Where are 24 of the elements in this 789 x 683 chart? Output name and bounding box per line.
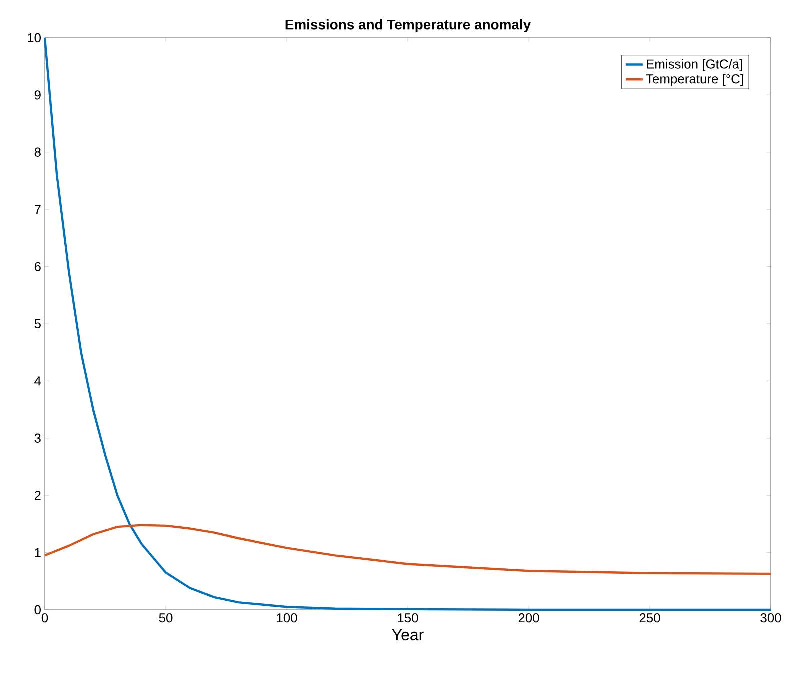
y-tick-label: 8 <box>34 148 41 157</box>
y-tick-label: 3 <box>34 434 41 443</box>
y-tick-label: 6 <box>34 262 41 272</box>
y-tick-label: 2 <box>34 491 41 500</box>
x-tick-label: 300 <box>760 614 782 623</box>
x-tick-label: 50 <box>159 614 173 623</box>
x-tick-label: 250 <box>640 614 660 623</box>
legend-label: Emission [GtC/a] <box>647 59 742 72</box>
x-tick-label: 200 <box>518 614 540 623</box>
line-series <box>44 524 772 576</box>
line-series <box>44 36 772 612</box>
y-tick-label: 5 <box>34 319 41 329</box>
y-tick-label: 9 <box>34 90 41 100</box>
x-axis-title: Year <box>392 630 424 641</box>
x-tick-label: 0 <box>42 614 48 623</box>
y-tick-label: 1 <box>35 548 41 558</box>
chart-title: Emissions and Temperature anomaly <box>286 19 532 32</box>
x-tick-label: 100 <box>277 614 298 623</box>
y-tick-label: 4 <box>34 376 42 386</box>
y-tick-label: 0 <box>34 605 41 615</box>
y-tick-label: 7 <box>34 205 41 214</box>
legend-label: Temperature [°C] <box>646 74 744 86</box>
x-tick-label: 150 <box>398 614 418 623</box>
y-tick-label: 10 <box>28 33 41 43</box>
